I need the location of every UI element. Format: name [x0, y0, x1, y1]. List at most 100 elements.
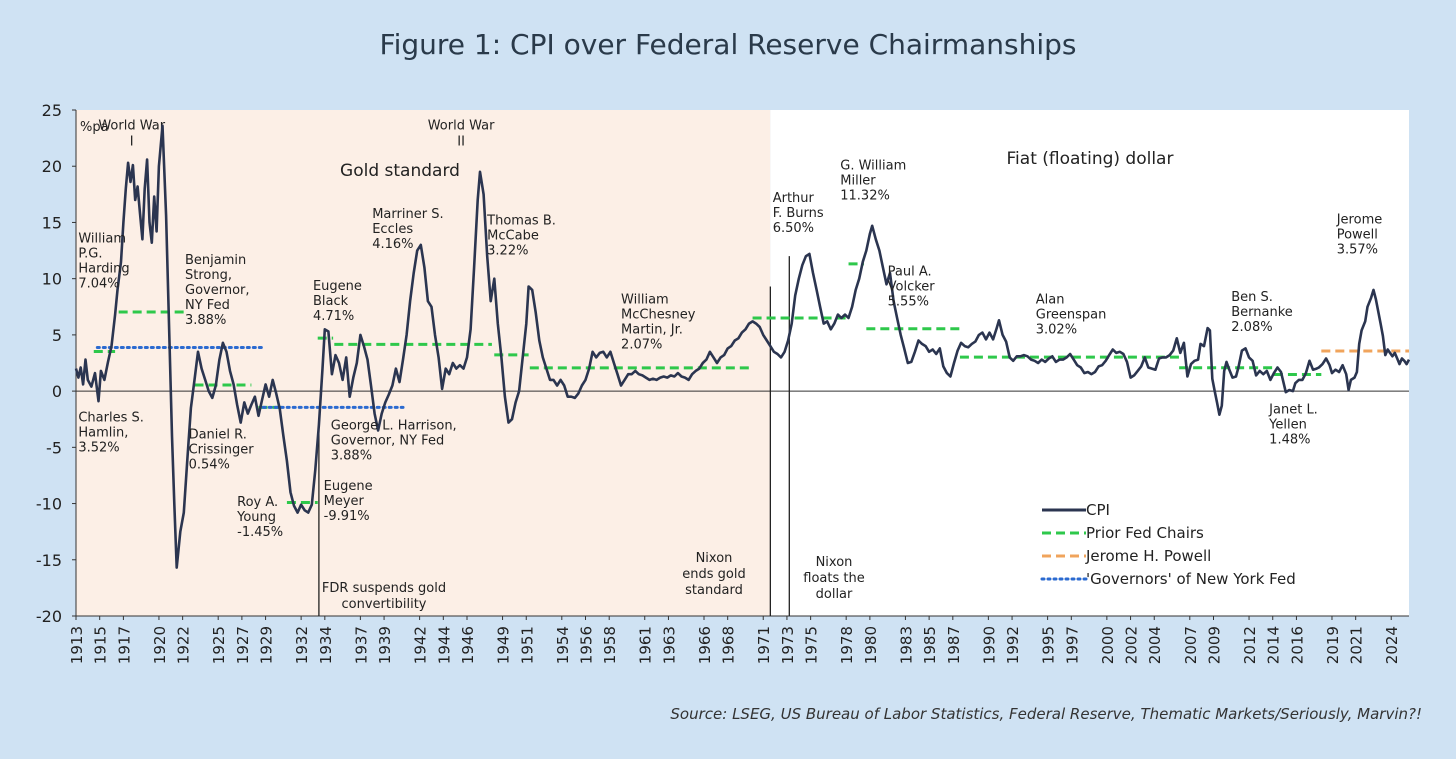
chair-label: Harding [78, 262, 129, 277]
chair-label: NY Fed [185, 298, 230, 313]
x-tick-label: 1920 [151, 626, 169, 664]
chair-label: Roy A. [237, 495, 278, 510]
chair-label: Yellen [1268, 418, 1307, 433]
chair-label: Eccles [372, 222, 413, 237]
chair-label: Ben S. [1231, 290, 1273, 305]
y-tick-label: 25 [42, 101, 62, 120]
x-tick-label: 1934 [317, 626, 335, 664]
x-tick-label: 1983 [897, 626, 915, 664]
x-tick-label: 1913 [68, 626, 86, 664]
x-tick-label: 1949 [495, 626, 513, 664]
chair-label: 1.48% [1269, 433, 1310, 448]
legend-label: 'Governors' of New York Fed [1086, 570, 1296, 588]
chair-label: Governor, [185, 283, 250, 298]
chair-label: William [621, 292, 669, 307]
chair-label: Meyer [324, 494, 365, 509]
x-tick-label: 1937 [352, 626, 370, 664]
event-label: World War [428, 119, 495, 134]
x-tick-label: 1995 [1040, 626, 1058, 664]
x-tick-label: 2012 [1241, 626, 1259, 664]
chair-label: George L. Harrison, [331, 418, 457, 433]
chair-label: Alan [1036, 292, 1065, 307]
x-tick-label: 1975 [803, 626, 821, 664]
chair-label: 3.02% [1036, 322, 1077, 337]
event-label: II [457, 135, 465, 150]
event-line-label: dollar [816, 587, 853, 602]
x-tick-label: 1944 [435, 626, 453, 664]
chair-label: Benjamin [185, 253, 246, 268]
chair-label: -1.45% [237, 525, 283, 540]
y-tick-label: 20 [42, 157, 62, 176]
chair-label: McCabe [487, 229, 539, 244]
y-axis-label: %pa [80, 120, 109, 135]
cpi-line [74, 124, 1411, 569]
legend-label: CPI [1086, 501, 1110, 519]
x-tick-label: 2014 [1265, 626, 1283, 664]
x-tick-label: 1958 [601, 626, 619, 664]
chair-label: Powell [1337, 228, 1378, 243]
x-tick-label: 2000 [1099, 626, 1117, 664]
event-line-label: FDR suspends gold [322, 581, 446, 596]
event-line-label: Nixon [696, 551, 733, 566]
chair-label: Bernanke [1231, 305, 1293, 320]
legend-label: Jerome H. Powell [1085, 547, 1211, 565]
region-label: Fiat (floating) dollar [1007, 149, 1174, 169]
chair-label: 2.07% [621, 337, 662, 352]
chair-label: Eugene [313, 279, 362, 294]
region-label: Gold standard [340, 161, 460, 181]
chair-label: Paul A. [888, 264, 932, 279]
chair-label: 5.55% [888, 294, 929, 309]
chair-label: Jerome [1336, 213, 1383, 228]
region-band [76, 110, 771, 616]
x-tick-label: 1922 [175, 626, 193, 664]
x-tick-label: 1932 [293, 626, 311, 664]
event-label: I [130, 135, 134, 150]
chair-label: 4.16% [372, 237, 413, 252]
chair-label: Volcker [888, 279, 936, 294]
chair-label: -9.91% [324, 509, 370, 524]
chair-label: Greenspan [1036, 307, 1107, 322]
x-tick-label: 1978 [838, 626, 856, 664]
source-note: Source: LSEG, US Bureau of Labor Statist… [670, 705, 1422, 723]
x-tick-label: 2002 [1123, 626, 1141, 664]
x-tick-label: 1915 [92, 626, 110, 664]
y-tick-label: -15 [36, 551, 62, 570]
x-tick-label: 1925 [210, 626, 228, 664]
chair-label: Arthur [773, 191, 815, 206]
x-tick-label: 1946 [459, 626, 477, 664]
y-tick-label: -20 [36, 607, 62, 626]
x-tick-label: 1961 [637, 626, 655, 664]
x-tick-label: 2019 [1324, 626, 1342, 664]
event-line-label: floats the [803, 571, 864, 586]
chair-label: 4.71% [313, 309, 354, 324]
chair-label: McChesney [621, 307, 696, 322]
chair-label: 7.04% [78, 277, 119, 292]
x-tick-label: 1954 [554, 626, 572, 664]
chair-label: F. Burns [773, 206, 824, 221]
x-tick-label: 1939 [376, 626, 394, 664]
chair-label: Janet L. [1268, 403, 1318, 418]
x-tick-label: 2021 [1348, 626, 1366, 664]
chair-label: Crissinger [189, 442, 255, 457]
event-line-label: convertibility [342, 597, 427, 612]
x-tick-label: 1985 [921, 626, 939, 664]
chair-label: Charles S. [78, 410, 144, 425]
chair-label: 3.22% [487, 244, 528, 259]
chair-label: Miller [840, 174, 876, 189]
event-label: World War [98, 119, 165, 134]
chair-label: 0.54% [189, 457, 230, 472]
x-tick-label: 1951 [518, 626, 536, 664]
x-tick-label: 1942 [412, 626, 430, 664]
y-tick-label: -10 [36, 495, 62, 514]
x-tick-label: 1980 [862, 626, 880, 664]
chair-label: 3.52% [78, 440, 119, 455]
x-tick-label: 1929 [258, 626, 276, 664]
x-tick-label: 1917 [115, 626, 133, 664]
chair-label: Hamlin, [78, 425, 128, 440]
chair-label: Young [236, 510, 276, 525]
chart-title: Figure 1: CPI over Federal Reserve Chair… [379, 28, 1077, 61]
chair-label: 3.88% [185, 313, 226, 328]
x-tick-label: 1971 [755, 626, 773, 664]
chair-label: 3.88% [331, 448, 372, 463]
